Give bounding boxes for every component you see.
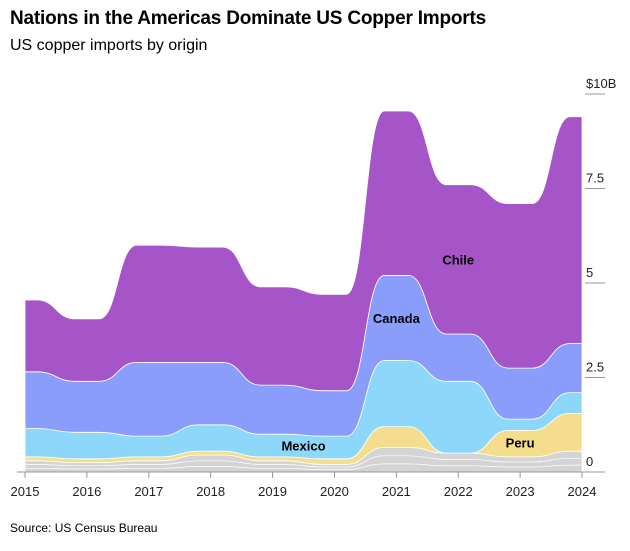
y-tick-label: $10B xyxy=(586,76,616,91)
x-tick-label: 2019 xyxy=(258,484,287,499)
x-tick-label: 2020 xyxy=(320,484,349,499)
y-tick-label: 0 xyxy=(586,454,593,469)
x-tick-label: 2015 xyxy=(11,484,40,499)
area-chile xyxy=(24,110,583,392)
series-label-canada: Canada xyxy=(373,311,421,326)
series-label-peru: Peru xyxy=(506,435,535,450)
chart-subtitle: US copper imports by origin xyxy=(10,37,208,54)
x-tick-label: 2024 xyxy=(568,484,597,499)
x-tick-label: 2023 xyxy=(506,484,535,499)
series-label-chile: Chile xyxy=(442,252,474,267)
x-tick-label: 2022 xyxy=(444,484,473,499)
x-tick-label: 2016 xyxy=(72,484,101,499)
y-axis: 0 2.5 5 7.5 $10B xyxy=(585,76,616,473)
series-areas xyxy=(17,110,590,473)
other-divider-1 xyxy=(25,455,582,468)
chart-title: Nations in the Americas Dominate US Copp… xyxy=(10,8,486,29)
series-labels: Peru Mexico Canada Chile xyxy=(281,252,534,453)
source-note: Source: US Census Bureau xyxy=(10,521,158,535)
x-tick-label: 2021 xyxy=(382,484,411,499)
y-tick-label: 7.5 xyxy=(586,171,604,186)
x-tick-label: 2018 xyxy=(196,484,225,499)
series-label-mexico: Mexico xyxy=(281,438,325,453)
y-tick-label: 5 xyxy=(586,265,593,280)
y-tick-label: 2.5 xyxy=(586,360,604,375)
x-axis: 2015 2016 2017 2018 2019 2020 2021 2022 2023 2024 xyxy=(11,472,597,499)
x-tick-label: 2017 xyxy=(134,484,163,499)
other-divider-0 xyxy=(25,463,582,470)
